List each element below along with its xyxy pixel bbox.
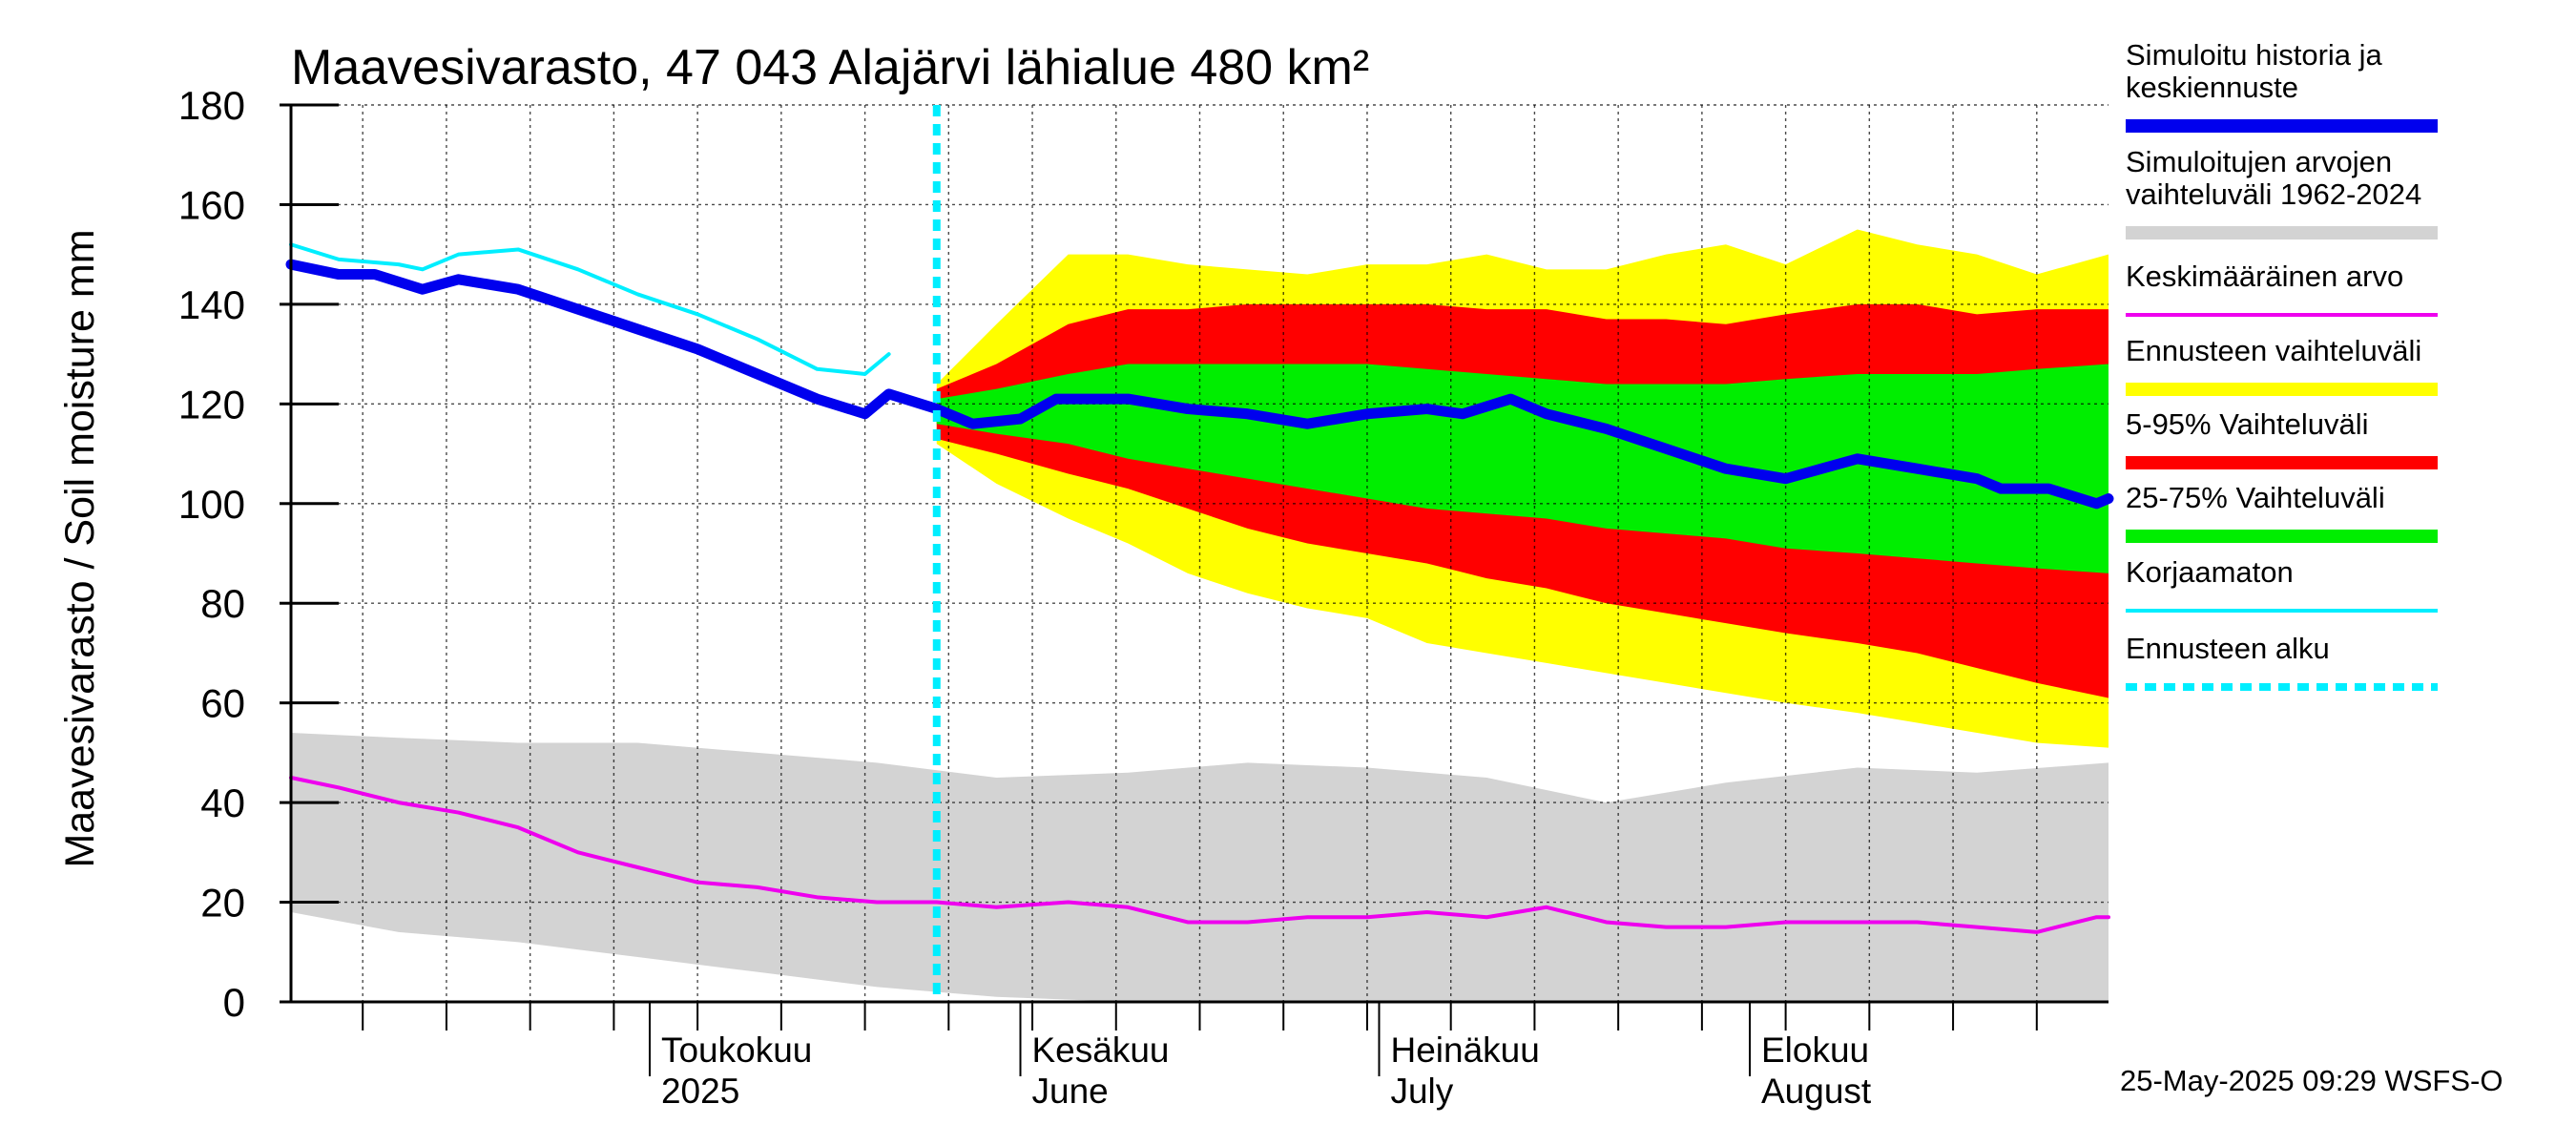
- x-month-sublabel: 2025: [661, 1072, 739, 1111]
- series-line-keskim-r-inen-arvo: [289, 776, 2110, 934]
- x-month-sublabel: July: [1390, 1072, 1453, 1111]
- legend-label-history: keskiennuste: [2126, 71, 2298, 104]
- y-tick-label: 40: [200, 781, 245, 825]
- legend-label-p25_75: 25-75% Vaihteluväli: [2126, 481, 2385, 514]
- y-axis-label: Maavesivarasto / Soil moisture mm: [57, 229, 103, 867]
- x-month-label: Heinäkuu: [1390, 1030, 1539, 1070]
- legend-label-forecast_range: Ennusteen vaihteluväli: [2126, 334, 2421, 367]
- y-tick-label: 80: [200, 581, 245, 626]
- chart-title: Maavesivarasto, 47 043 Alajärvi lähialue…: [291, 40, 1369, 95]
- y-tick-label: 160: [178, 182, 245, 227]
- y-tick-label: 60: [200, 681, 245, 726]
- legend-label-history_range: Simuloitujen arvojen: [2126, 145, 2392, 178]
- legend-label-uncorrected: Korjaamaton: [2126, 555, 2294, 589]
- grid-lines: [291, 104, 2109, 1003]
- y-tick-label: 20: [200, 881, 245, 926]
- timestamp-label: 25-May-2025 09:29 WSFS-O: [2120, 1064, 2503, 1097]
- series-line-korjaamaton: [289, 242, 891, 376]
- series-line-simuloitu-historia-ja-keskiennuste: [285, 259, 2114, 510]
- y-tick-label: 0: [223, 980, 245, 1025]
- x-month-label: Kesäkuu: [1032, 1030, 1170, 1070]
- y-tick-label: 120: [178, 382, 245, 427]
- y-tick-label: 140: [178, 282, 245, 327]
- y-tick-label: 180: [178, 83, 245, 128]
- legend-label-history_range: vaihteluväli 1962-2024: [2126, 177, 2421, 211]
- legend-label-mean: Keskimääräinen arvo: [2126, 260, 2403, 293]
- legend-label-forecast_start: Ennusteen alku: [2126, 632, 2330, 665]
- x-month-label: Toukokuu: [661, 1030, 812, 1070]
- x-month-sublabel: June: [1032, 1072, 1109, 1111]
- x-month-sublabel: August: [1761, 1072, 1872, 1111]
- legend-label-p5_95: 5-95% Vaihteluväli: [2126, 407, 2368, 441]
- y-tick-label: 100: [178, 482, 245, 527]
- legend-label-history: Simuloitu historia ja: [2126, 38, 2383, 72]
- x-month-label: Elokuu: [1761, 1030, 1869, 1070]
